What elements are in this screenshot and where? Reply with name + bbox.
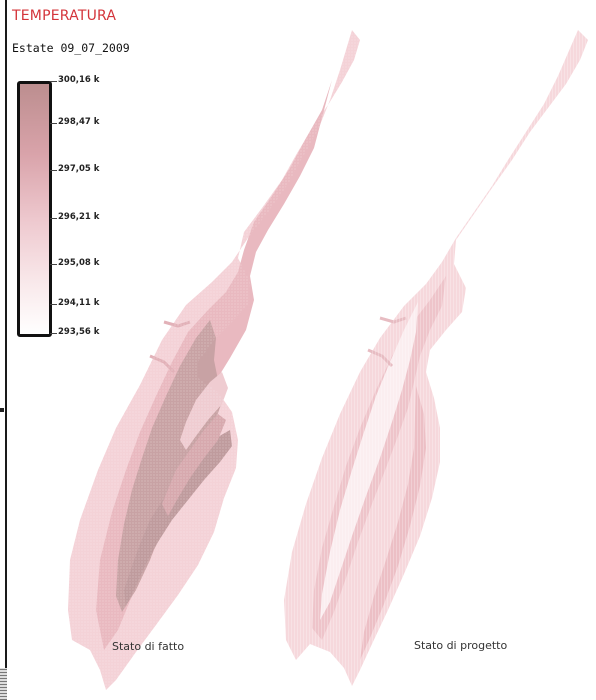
- left-frame-border: [0, 0, 7, 700]
- scale-label-min: 293,56 k: [49, 327, 100, 337]
- caption-stato-di-progetto: Stato di progetto: [414, 639, 508, 652]
- left-frame-pattern: [0, 668, 7, 700]
- scale-label-max: 300,16 k: [49, 75, 100, 85]
- temperature-color-scale: [17, 81, 52, 337]
- map-stato-di-fatto: [68, 30, 360, 690]
- left-map-texture: [68, 30, 360, 690]
- caption-stato-di-fatto: Stato di fatto: [112, 640, 185, 653]
- scale-label-4: 296,21 k: [49, 212, 100, 222]
- right-map-texture: [284, 30, 588, 686]
- scale-label-2: 298,47 k: [49, 117, 100, 127]
- scale-label-3: 297,05 k: [49, 164, 100, 174]
- scale-label-6: 294,11 k: [49, 298, 100, 308]
- scale-label-5: 295,08 k: [49, 258, 100, 268]
- left-frame-tick: [0, 408, 4, 412]
- map-stato-di-progetto: [284, 30, 588, 686]
- legend-title: TEMPERATURA: [12, 8, 117, 24]
- legend-subtitle: Estate 09_07_2009: [12, 41, 130, 55]
